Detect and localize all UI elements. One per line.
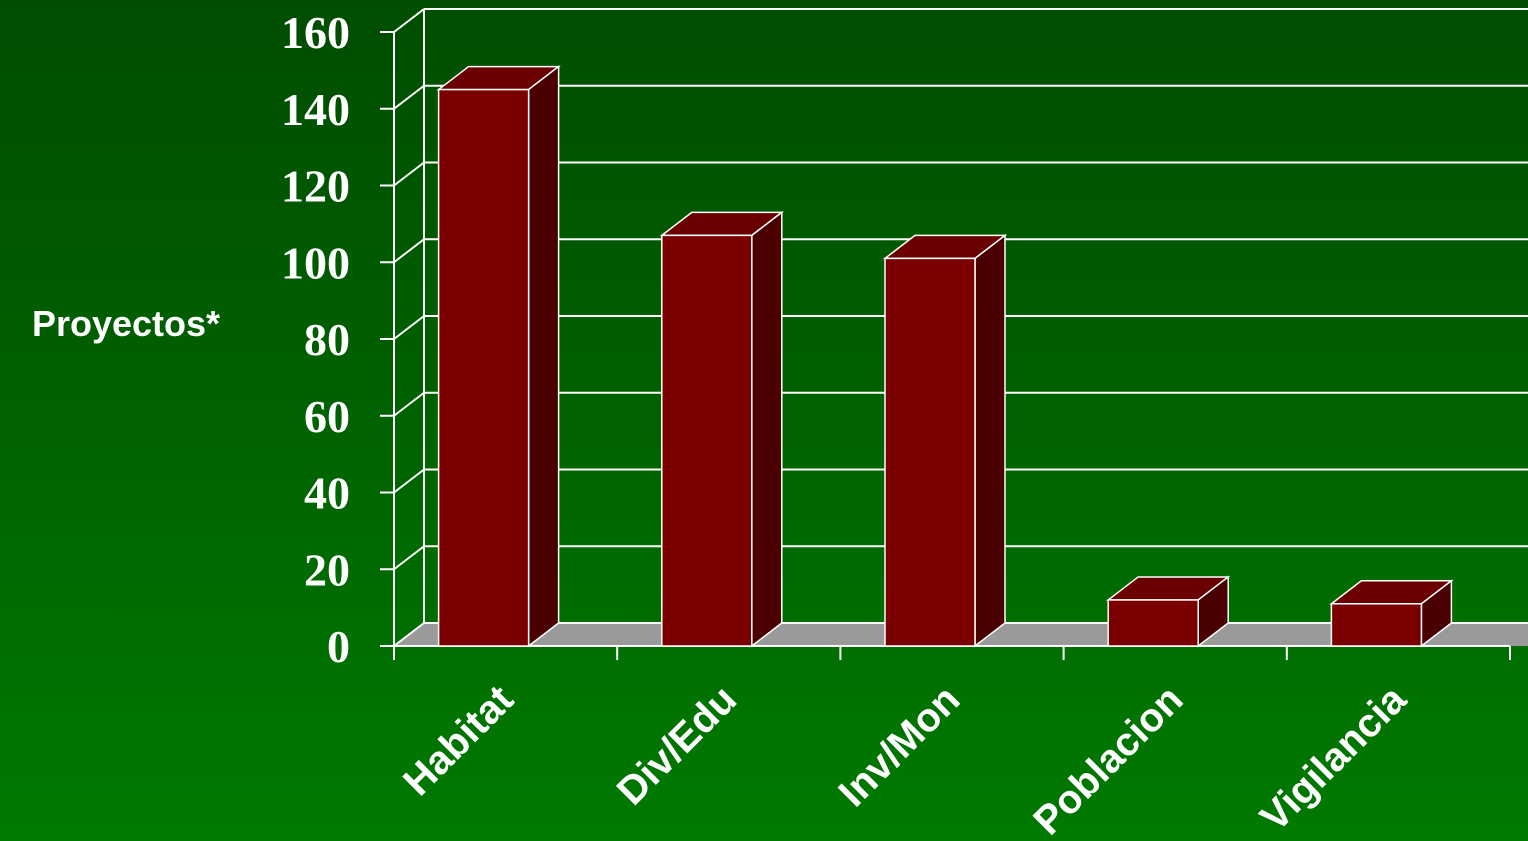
bars xyxy=(436,65,1454,648)
category-labels: Habitat Div/Edu Inv/Mon Poblacion Vigilancia xyxy=(395,677,1415,841)
y-tick-label: 120 xyxy=(281,161,350,212)
y-tick-label: 160 xyxy=(281,7,350,58)
bar-front xyxy=(884,257,976,647)
y-tick-label: 20 xyxy=(304,544,350,595)
y-tick-label: 40 xyxy=(304,468,350,519)
x-tick-label: Inv/Mon xyxy=(830,677,968,815)
x-tick-label: Div/Edu xyxy=(609,677,745,813)
bar xyxy=(882,233,1008,648)
gridline-side xyxy=(393,315,425,340)
gridline-side xyxy=(393,8,425,33)
bar-side xyxy=(527,65,560,648)
y-tick-label: 60 xyxy=(304,391,350,442)
x-tick-label: Vigilancia xyxy=(1252,677,1415,840)
gridline-side xyxy=(393,468,425,494)
bar-front xyxy=(661,234,753,647)
bar-front xyxy=(437,88,530,647)
y-tick-label: 100 xyxy=(281,237,350,288)
gridline-side xyxy=(393,238,425,264)
gridline-side xyxy=(393,161,425,187)
x-tick-label: Habitat xyxy=(395,677,522,804)
y-tick-label: 140 xyxy=(281,84,350,135)
y-axis-label: Proyectos* xyxy=(32,303,220,344)
gridline-side xyxy=(393,545,425,571)
y-axis: 0 20 40 60 80 100 120 140 160 xyxy=(281,7,1511,672)
gridline-side xyxy=(393,391,425,417)
bar-side xyxy=(751,210,783,648)
gridline-side xyxy=(393,622,425,647)
y-tick-label: 80 xyxy=(304,314,350,365)
bar-front xyxy=(1107,599,1199,647)
bar xyxy=(1329,579,1454,648)
bar xyxy=(1105,575,1231,648)
bar xyxy=(436,65,561,648)
bar xyxy=(659,210,785,648)
y-tick-label: 0 xyxy=(327,621,350,672)
gridline-side xyxy=(393,84,425,110)
bar-front xyxy=(1330,603,1423,647)
bar-side xyxy=(974,233,1006,648)
x-tick-label: Poblacion xyxy=(1025,677,1191,841)
